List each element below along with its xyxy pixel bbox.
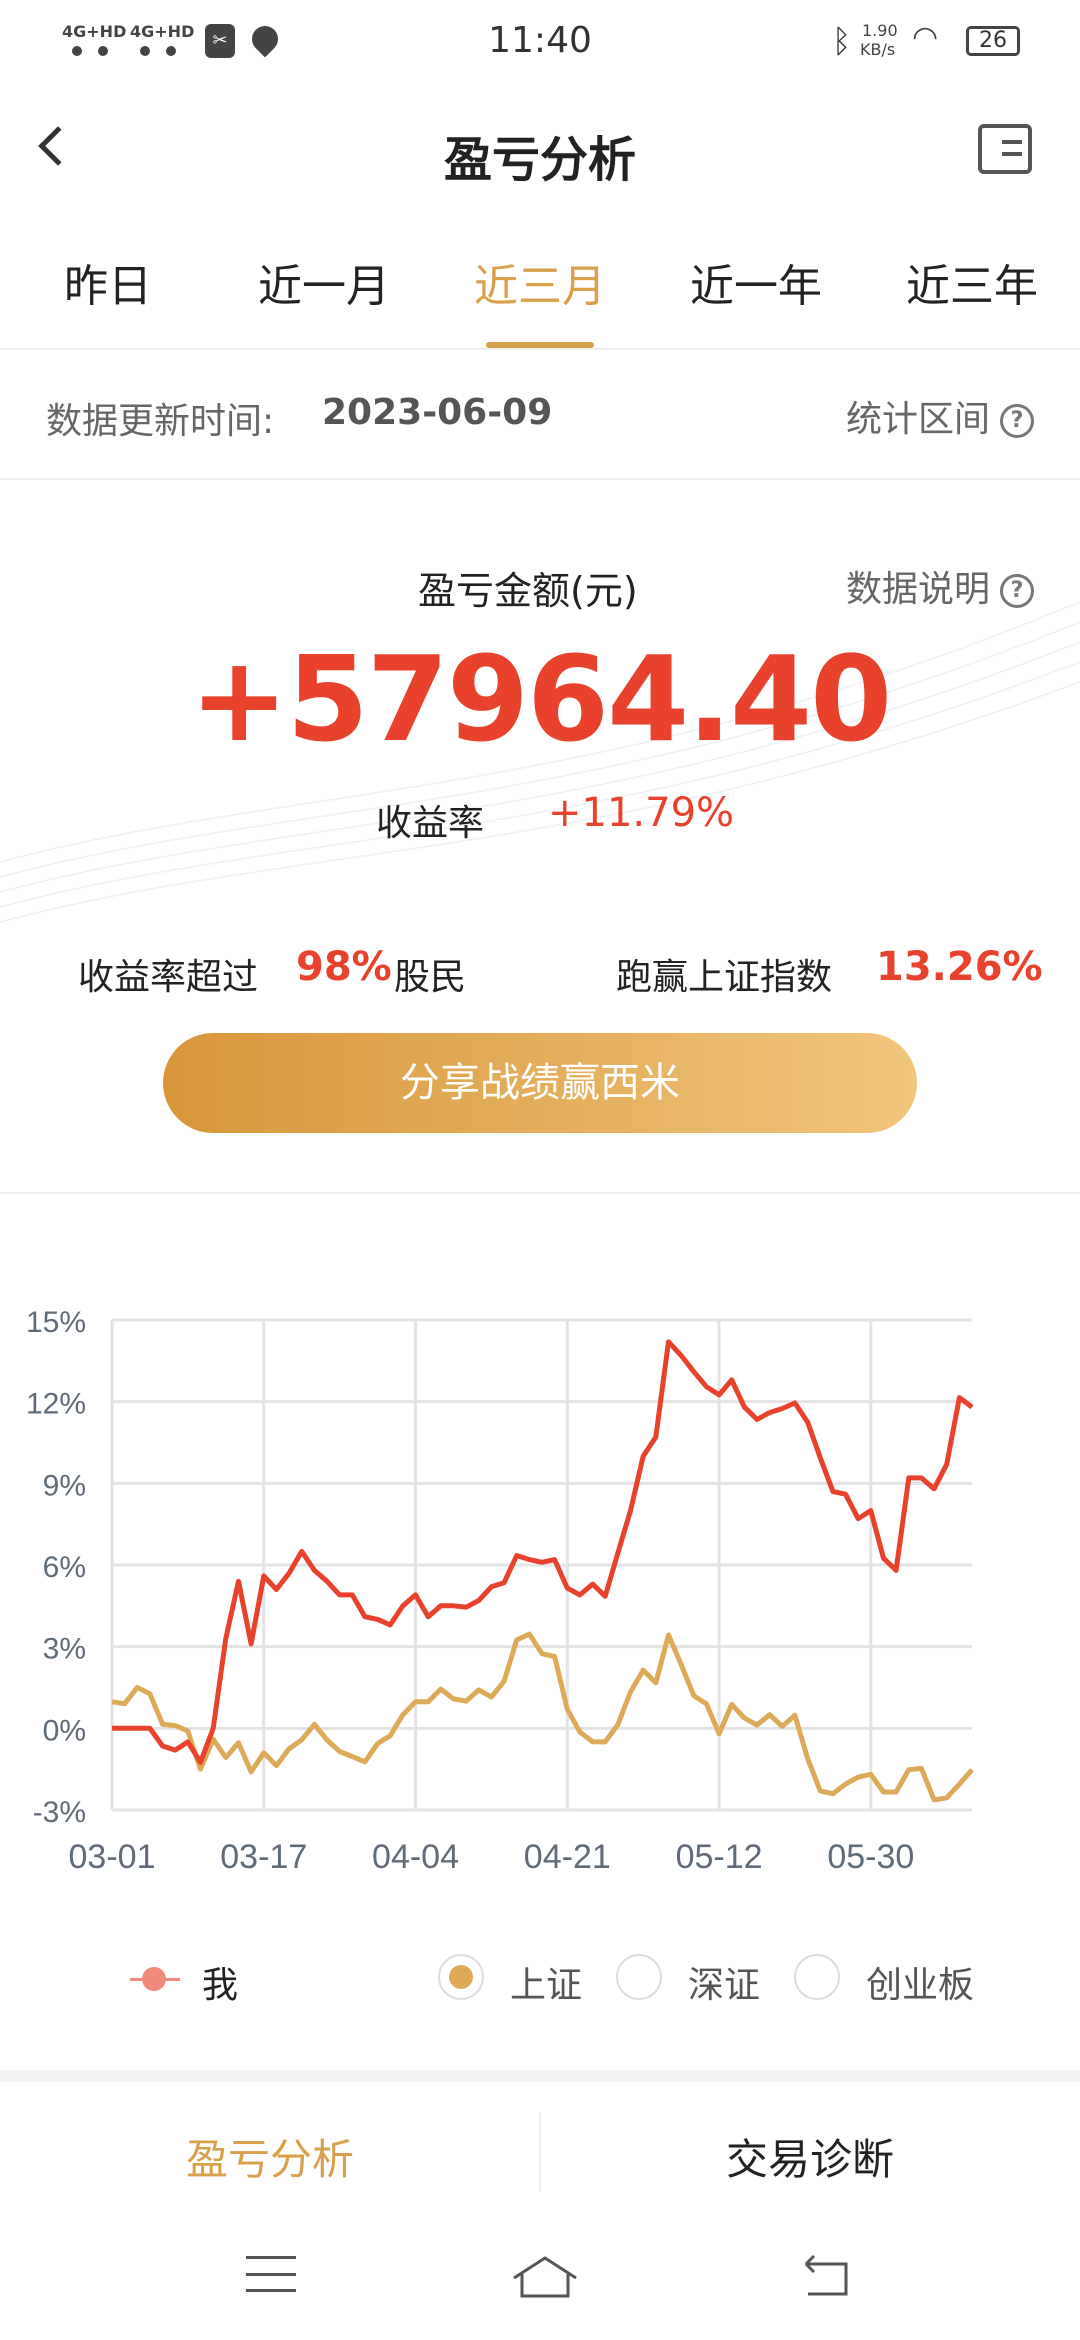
tab-three-years[interactable]: 近三年 [906,261,1038,312]
y-tick-label: 3% [43,1633,86,1666]
profit-amount: +57964.40 [189,630,892,768]
beat-suffix: 股民 [394,957,467,998]
screenshot-icon: ✂ [205,24,235,58]
y-tick-label: 12% [26,1388,86,1421]
tab-three-months[interactable]: 近三月 [474,261,606,312]
explain-label: 数据说明 [845,569,990,610]
legend-label-chinext[interactable]: 创业板 [866,1965,975,2006]
legend-radio-shenzhen[interactable] [616,1954,662,2000]
speed-unit: KB/s [860,40,896,59]
bluetooth-icon: ᛒ [832,22,852,60]
series-line-shanghai [111,1631,974,1803]
y-tick-label: 9% [43,1469,86,1502]
update-row: 数据更新时间: 2023-06-09 统计区间? [0,352,1080,480]
system-nav-bar [0,2212,1080,2340]
summary-card: 盈亏金额(元) 数据说明? +57964.40 收益率 +11.79% 收益率超… [0,482,1080,1194]
ticket-icon[interactable] [978,124,1032,174]
battery-icon: 26 [966,26,1020,56]
x-tick-label: 03-01 [69,1838,156,1876]
range-button[interactable]: 统计区间? [846,390,1034,442]
bottom-tabs: 盈亏分析 交易诊断 [0,2070,1080,2212]
speed-value: 1.90 [862,21,898,40]
share-button[interactable]: 分享战绩赢西米 [163,1033,917,1133]
x-tick-label: 04-21 [524,1838,611,1876]
rate-value: +11.79% [548,790,735,836]
wave-background [0,601,1080,923]
amount-title: 盈亏金额(元) [418,569,638,613]
period-tabs: 昨日 近一月 近三月 近一年 近三年 [0,220,1080,350]
x-tick-label: 04-04 [372,1838,459,1876]
clock: 11:40 [488,20,592,61]
tab-yesterday[interactable]: 昨日 [64,261,152,312]
y-tick-label: 15% [26,1306,86,1339]
x-tick-label: 05-30 [827,1838,914,1876]
data-explain-button[interactable]: 数据说明? [846,560,1034,612]
tab-profit-analysis[interactable]: 盈亏分析 [185,2135,354,2184]
chart-legend: 我 上证 深证 创业板 [0,1950,1080,2030]
wifi-icon: ◠ [912,20,939,55]
status-bar: 4G+HD 4G+HD ✂ 11:40 ᛒ 1.90 KB/s ◠ 26 [0,0,1080,80]
beat-value: 98% [296,944,392,990]
legend-radio-chinext[interactable] [794,1954,840,2000]
rate-label: 收益率 [376,803,485,844]
battery-level: 26 [979,28,1007,53]
legend-radio-shanghai[interactable] [438,1954,484,2000]
range-label: 统计区间 [845,399,990,440]
legend-label-shenzhen[interactable]: 深证 [688,1965,761,2006]
x-tick-label: 03-17 [220,1838,307,1876]
y-tick-label: 0% [43,1714,86,1747]
tab-divider [539,2112,541,2192]
menu-icon[interactable] [246,2256,296,2292]
series-line-me [112,1339,974,1765]
profit-chart: 15% 12% 9% 6% 3% 0% -3% 03-01 03-17 04-04 04-21 05-… [26,1306,974,1876]
legend-label-shanghai[interactable]: 上证 [510,1965,583,2006]
help-icon: ? [1000,574,1034,608]
update-date: 2023-06-09 [322,392,553,433]
x-tick-label: 05-12 [676,1838,763,1876]
network-label-2: 4G+HD [130,22,195,41]
y-tick-label: -3% [33,1796,86,1829]
tab-one-year[interactable]: 近一年 [690,261,822,312]
update-label: 数据更新时间: [46,401,275,442]
active-tab-indicator [486,342,594,348]
beat-label: 收益率超过 [78,957,259,998]
signal-icon-2 [140,44,176,56]
network-label: 4G+HD [62,22,127,41]
help-icon: ? [1000,404,1034,438]
legend-dot-me [142,1967,166,1991]
tab-one-month[interactable]: 近一月 [258,261,390,312]
home-icon[interactable] [510,2254,577,2298]
header: 盈亏分析 [0,80,1080,220]
y-tick-label: 6% [43,1551,86,1584]
signal-icon [72,44,108,56]
tab-trade-diagnosis[interactable]: 交易诊断 [725,2135,894,2184]
page-title: 盈亏分析 [443,132,636,188]
back-nav-icon[interactable] [796,2254,856,2304]
index-value: 13.26% [876,944,1043,990]
index-label: 跑赢上证指数 [616,957,833,998]
legend-label-me: 我 [202,1965,239,2006]
